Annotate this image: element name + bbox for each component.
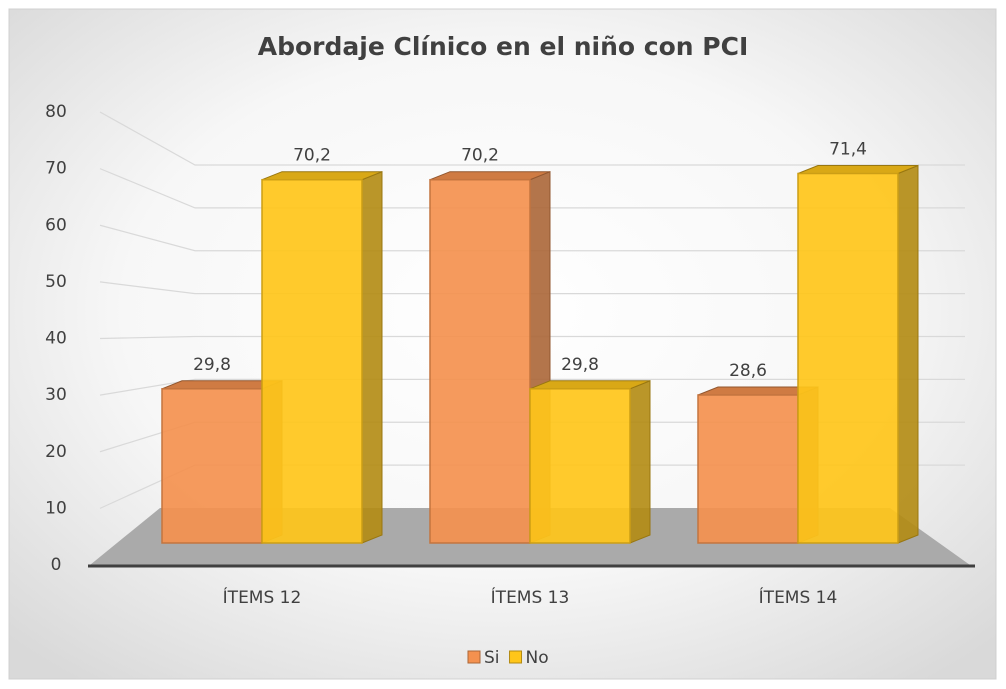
y-tick-label: 70 — [45, 159, 67, 179]
grid-line — [99, 168, 965, 209]
x-tick-label: ÍTEMS 14 — [759, 586, 838, 608]
y-tick-label: 10 — [45, 498, 67, 518]
bar-front — [261, 178, 363, 544]
data-label: 70,2 — [293, 146, 331, 166]
bar-side — [897, 164, 919, 544]
bar-top — [429, 171, 551, 181]
chart-title: Abordaje Clínico en el niño con PCI — [258, 32, 749, 61]
y-tick-label: 0 — [51, 555, 62, 575]
y-tick-label: 20 — [45, 442, 67, 462]
grid-line — [99, 335, 965, 340]
grid-line — [99, 224, 965, 252]
data-label: 71,4 — [829, 140, 867, 160]
grid-line — [99, 111, 965, 166]
data-label: 28,6 — [729, 361, 767, 381]
bar-top — [529, 380, 651, 390]
data-label: 70,2 — [461, 146, 499, 166]
bar-front — [161, 388, 263, 544]
x-tick-label: ÍTEMS 12 — [223, 586, 302, 608]
data-label: 29,8 — [561, 355, 599, 375]
legend-swatch — [509, 650, 523, 664]
y-tick-label: 40 — [45, 329, 67, 349]
bar-top — [797, 165, 919, 175]
y-tick-label: 30 — [45, 385, 67, 405]
legend-swatch — [467, 650, 481, 664]
bar-side — [629, 380, 651, 544]
bar-top — [261, 171, 383, 181]
bar-front — [697, 394, 799, 544]
bar-front — [797, 172, 899, 544]
y-tick-label: 60 — [45, 215, 67, 235]
y-tick-label: 80 — [45, 102, 67, 122]
grid-line — [99, 281, 965, 295]
bar-side — [361, 170, 383, 544]
bar-front — [429, 178, 531, 544]
y-tick-label: 50 — [45, 272, 67, 292]
x-tick-label: ÍTEMS 13 — [491, 586, 570, 608]
grid-line — [99, 378, 965, 396]
legend-label: No — [526, 648, 549, 668]
bar-front — [529, 388, 631, 544]
data-label: 29,8 — [193, 355, 231, 375]
legend-label: Si — [484, 648, 500, 668]
